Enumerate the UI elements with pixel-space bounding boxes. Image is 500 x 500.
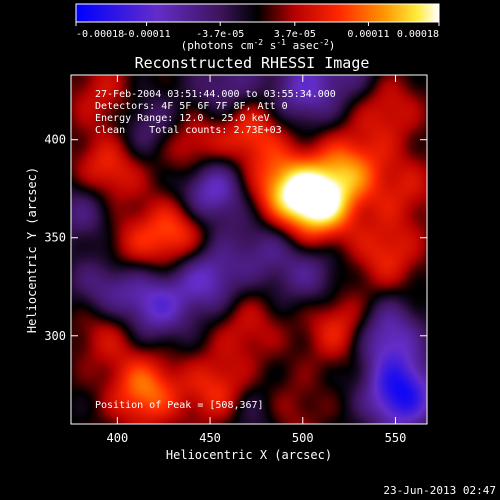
colorbar-tick-label: 3.7e-05 <box>274 29 316 40</box>
colorbar-tick-label: -3.7e-05 <box>196 29 244 40</box>
y-axis-ticks: 300 350 400 <box>44 133 427 343</box>
annotation-total-counts: Clean Total counts: 2.73E+03 <box>95 125 282 136</box>
y-tick-label: 400 <box>44 133 66 147</box>
y-axis-label: Heliocentric Y (arcsec) <box>25 167 39 333</box>
plot-frame <box>70 74 428 425</box>
x-tick-label: 450 <box>199 431 221 445</box>
chart-title: Reconstructed RHESSI Image <box>135 54 370 72</box>
x-tick-label: 500 <box>292 431 314 445</box>
annotation-detectors: Detectors: 4F 5F 6F 7F 8F, Att 0 <box>95 101 288 112</box>
render-timestamp: 23-Jun-2013 02:47 <box>383 484 496 497</box>
y-tick-label: 350 <box>44 231 66 245</box>
y-tick-label: 300 <box>44 329 66 343</box>
heatmap-image <box>71 75 427 424</box>
x-tick-label: 550 <box>385 431 407 445</box>
colorbar-tick-label: 0.00011 <box>347 29 389 40</box>
colorbar-tick-label: 0.00018 <box>397 29 439 40</box>
x-tick-label: 400 <box>107 431 129 445</box>
colorbar-gradient <box>76 4 439 22</box>
annotation-energy-range: Energy Range: 12.0 - 25.0 keV <box>95 113 270 124</box>
colorbar-unit-label: (photons cm-2 s-1 asec-2) <box>181 38 336 52</box>
colorbar-tick-label: -0.00018 <box>76 29 124 40</box>
x-axis-label: Heliocentric X (arcsec) <box>166 448 332 462</box>
annotation-time-range: 27-Feb-2004 03:51:44.000 to 03:55:34.000 <box>95 89 336 100</box>
observation-annotations: 27-Feb-2004 03:51:44.000 to 03:55:34.000… <box>95 89 336 136</box>
colorbar-frame <box>75 3 440 23</box>
colorbar-tick-label: -0.00011 <box>122 29 170 40</box>
colorbar-ticks: -0.00018-0.00011 -3.7e-05 3.7e-05 0.00011 0.… <box>75 22 440 40</box>
x-axis-ticks: 400 450 500 550 <box>107 75 407 445</box>
peak-position-label: Position of Peak = [508,367] <box>95 400 264 411</box>
